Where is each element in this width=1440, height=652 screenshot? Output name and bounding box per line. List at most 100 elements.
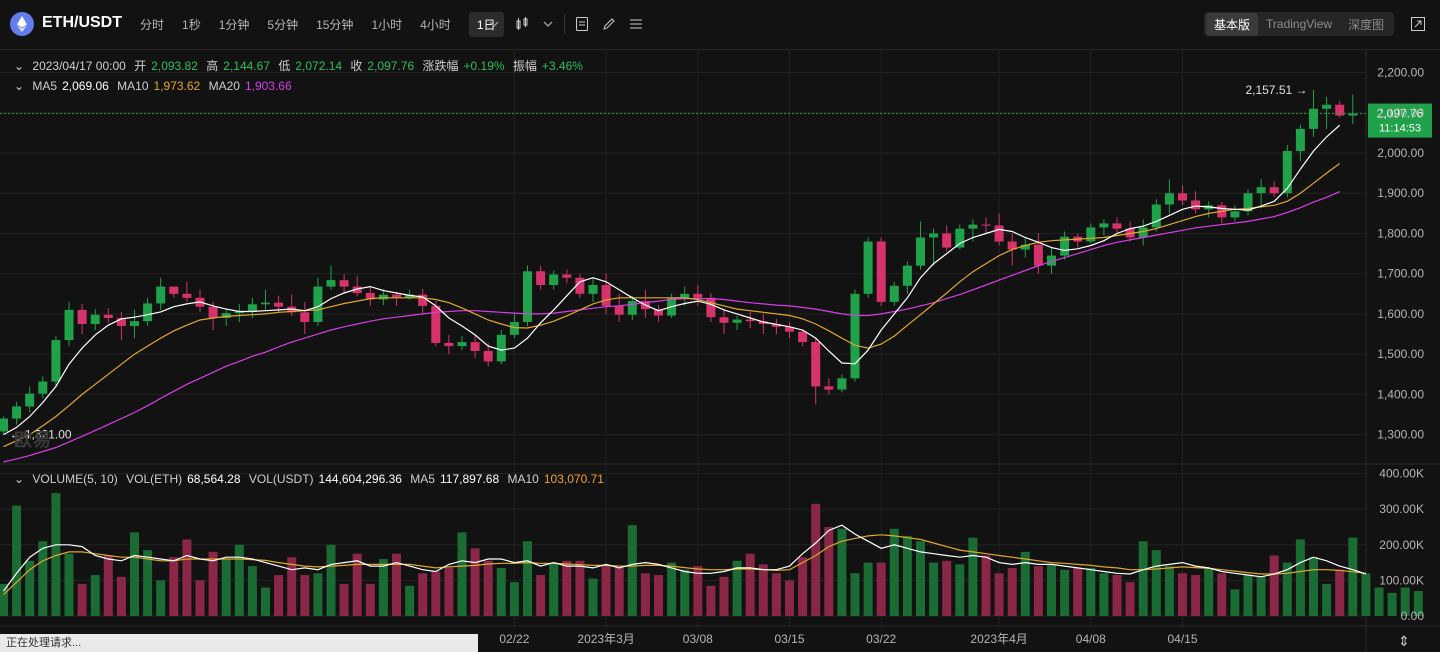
volume-bar	[1047, 564, 1056, 616]
ma20-value: 1,903.66	[244, 79, 292, 93]
interval-5[interactable]: 1小时	[371, 17, 403, 32]
candle-body	[745, 319, 755, 322]
volume-bar	[221, 559, 231, 616]
volume-bar	[1112, 575, 1122, 616]
candle-body	[955, 228, 965, 248]
fullscreen-icon[interactable]	[1410, 16, 1426, 32]
candle-body	[536, 271, 546, 285]
interval-2[interactable]: 1分钟	[218, 17, 250, 32]
volume-tick-label: 300.00K	[1379, 502, 1424, 516]
view-0[interactable]: 基本版	[1206, 12, 1259, 36]
volume-bar	[1204, 567, 1214, 616]
volume-bar	[627, 525, 637, 616]
time-tick-label: 03/22	[866, 632, 896, 646]
volume-bar	[1374, 587, 1384, 616]
chevron-down-icon[interactable]	[486, 16, 502, 32]
interval-1[interactable]: 1秒	[182, 17, 201, 32]
volume-bar	[968, 537, 978, 616]
auto-scale-icon[interactable]: ⇕	[1398, 634, 1410, 650]
indicator-icon[interactable]	[574, 16, 590, 32]
candle-type-icon[interactable]	[514, 16, 530, 32]
candle-body	[601, 284, 611, 306]
volume-bar	[1086, 567, 1096, 616]
countdown-label: 11:14:53	[1379, 123, 1421, 135]
volume-bar	[732, 560, 742, 616]
candle-body	[247, 304, 257, 312]
view-2[interactable]: 深度图	[1348, 17, 1385, 32]
price-tick-label: 1,700.00	[1377, 267, 1424, 281]
view-1[interactable]: TradingView	[1266, 17, 1333, 31]
volume-bar	[523, 541, 532, 616]
volume-bar	[614, 567, 624, 616]
pencil-icon[interactable]	[601, 16, 617, 32]
candle-body	[889, 285, 899, 302]
volume-bar	[1060, 569, 1070, 616]
volume-bar	[1125, 582, 1135, 616]
vol-ma10-line	[3, 534, 1366, 596]
candle-body	[1295, 128, 1305, 151]
price-chart[interactable]: 2,097.76 11:14:53 2,200.00 2,100.00 2,000.00…	[0, 50, 1440, 652]
candle-body	[326, 280, 336, 287]
volume-bar	[1387, 592, 1397, 616]
chevron-down-icon[interactable]: ⌄	[14, 59, 25, 73]
trading-pair[interactable]: ETH/USDT	[42, 14, 122, 31]
candle-body	[77, 309, 87, 324]
candle-body	[103, 314, 113, 318]
volume-tick-label: 100.00K	[1379, 573, 1424, 587]
volume-bar	[654, 575, 663, 616]
candle-body	[811, 342, 821, 387]
price-tick-label: 1,300.00	[1377, 428, 1424, 442]
volume-bar	[326, 544, 336, 616]
volume-bar	[444, 567, 454, 616]
candle-body	[38, 381, 48, 394]
interval-6[interactable]: 4小时	[420, 17, 451, 32]
ma20-line	[3, 191, 1340, 463]
volume-bar	[392, 553, 401, 616]
vol-eth-label: VOL(ETH)	[126, 472, 183, 486]
view-switcher: 基本版 TradingView 深度图	[1204, 12, 1395, 36]
chevron-down-icon[interactable]	[540, 16, 556, 32]
chevron-down-icon[interactable]: ⌄	[14, 472, 25, 486]
candle-body	[457, 342, 467, 347]
volume-bar	[25, 560, 35, 616]
candle-body	[1047, 255, 1056, 266]
candle-body	[680, 293, 690, 298]
max-price-marker: 2,157.51 →	[1245, 83, 1307, 97]
time-tick-label: 04/08	[1076, 632, 1106, 646]
volume-bar	[431, 571, 441, 616]
candle-body	[1322, 104, 1332, 109]
close-value: 2,097.76	[367, 59, 415, 73]
price-tick-label: 2,100.00	[1377, 106, 1424, 120]
interval-0[interactable]: 分时	[140, 17, 165, 32]
interval-7[interactable]: 1日	[468, 11, 504, 37]
candle-body	[824, 386, 834, 390]
vol-ma5-line	[3, 524, 1367, 592]
volume-bar	[300, 575, 310, 616]
low-label: 低	[278, 59, 291, 73]
volume-bar	[824, 526, 834, 616]
interval-4[interactable]: 15分钟	[316, 17, 354, 32]
eth-logo-icon	[10, 12, 34, 36]
chevron-down-icon[interactable]: ⌄	[14, 79, 25, 93]
candle-body	[929, 233, 939, 238]
candle-body	[339, 280, 349, 287]
price-tick-label: 2,200.00	[1377, 66, 1424, 80]
candle-body	[614, 305, 624, 315]
volume-bar	[850, 573, 860, 616]
settings-list-icon[interactable]	[628, 16, 644, 32]
volume-bar	[261, 587, 270, 616]
candle-body	[431, 305, 441, 343]
candle-body	[732, 319, 742, 323]
volume-legend: ⌄ VOLUME(5, 10) VOL(ETH) 68,564.28 VOL(US…	[14, 472, 609, 486]
candle-body	[1138, 227, 1148, 238]
candle-body	[130, 321, 139, 327]
volume-bar	[771, 573, 781, 616]
volume-bar	[916, 541, 925, 616]
interval-3[interactable]: 5分钟	[267, 17, 299, 32]
candle-body	[863, 241, 873, 294]
candle-body	[221, 313, 231, 318]
toolbar-divider	[564, 14, 565, 34]
candle-body	[994, 225, 1004, 242]
volume-tick-label: 0.00	[1401, 609, 1425, 623]
volume-bar	[116, 576, 126, 616]
